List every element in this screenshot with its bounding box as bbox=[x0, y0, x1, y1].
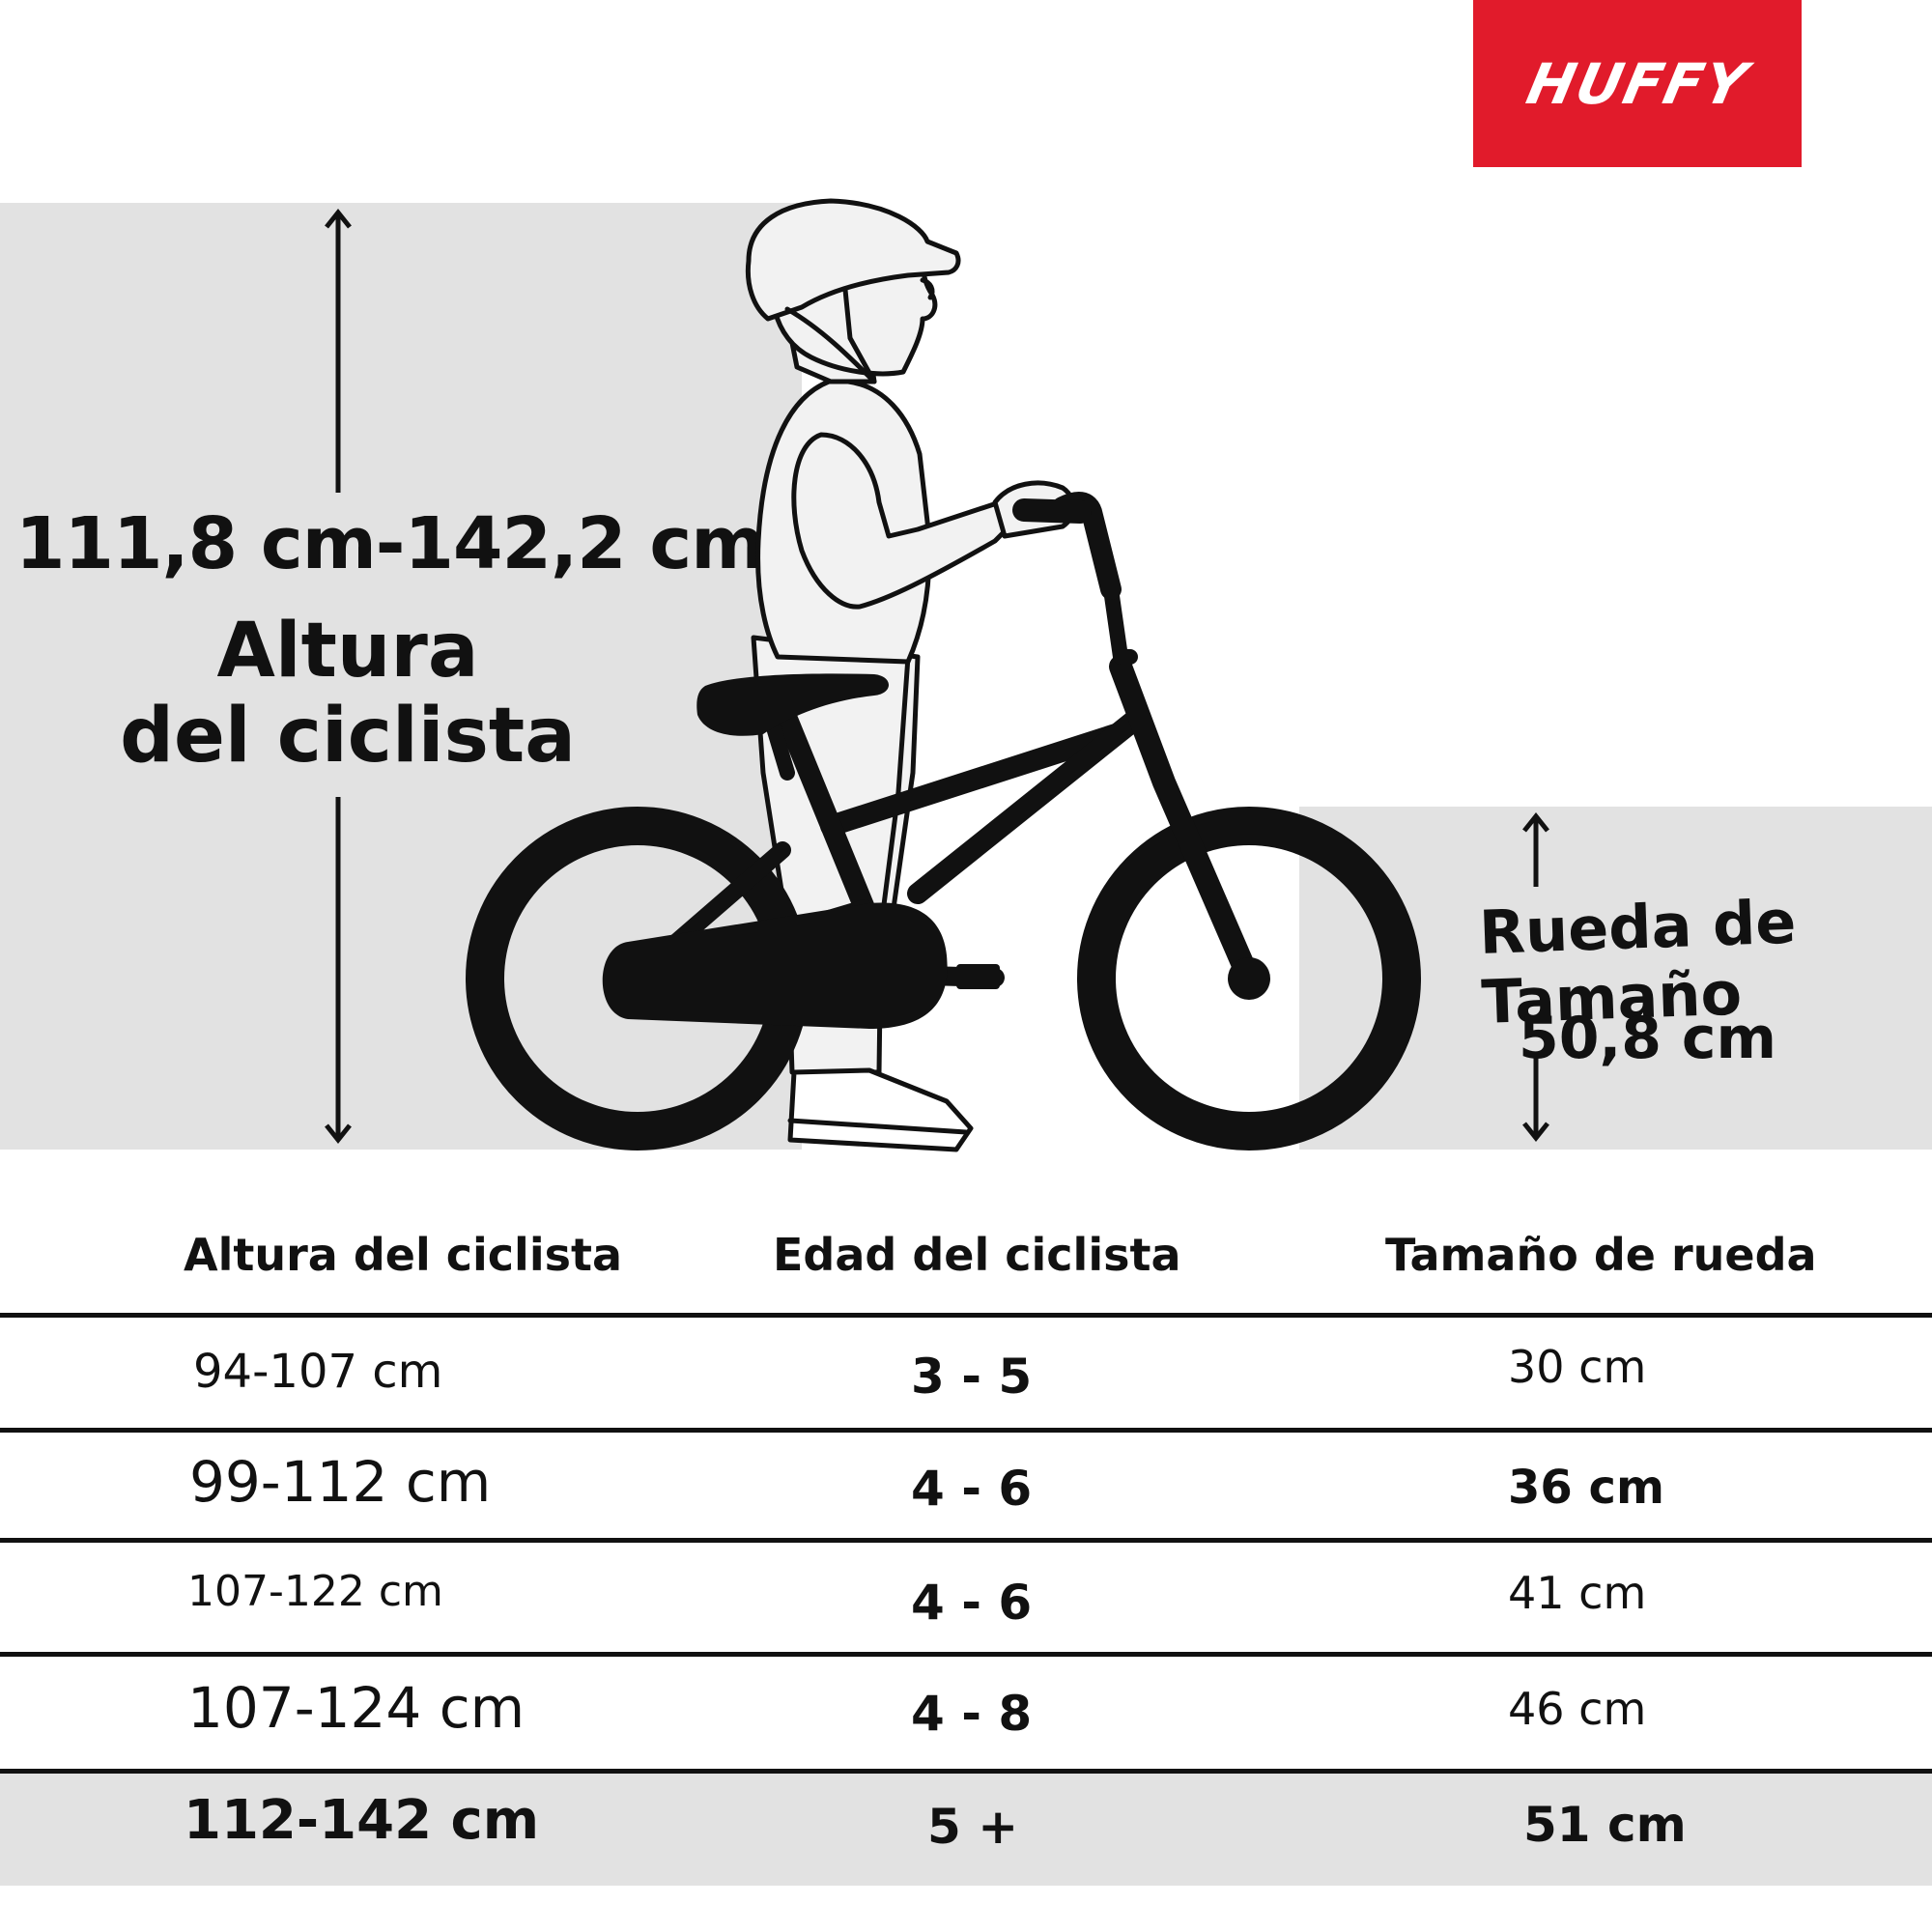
header-rider-height: Altura del ciclista bbox=[184, 1229, 623, 1281]
rider-height-label: Altura del ciclista bbox=[58, 609, 638, 779]
table-row-4-wheel: 46 cm bbox=[1508, 1683, 1647, 1735]
highlighted-row-background bbox=[0, 1774, 1932, 1886]
rider-height-range: 111,8 cm-142,2 cm bbox=[15, 502, 765, 585]
table-row-1-wheel: 30 cm bbox=[1508, 1341, 1647, 1393]
table-divider bbox=[0, 1652, 1932, 1657]
huffy-logo: HUFFY bbox=[1473, 0, 1802, 167]
table-row-4-height: 107-124 cm bbox=[187, 1675, 526, 1741]
rider-height-label-line1: Altura bbox=[216, 608, 479, 695]
table-row-3-height: 107-122 cm bbox=[187, 1567, 443, 1616]
table-row-1-height: 94-107 cm bbox=[193, 1345, 443, 1399]
table-row-2-height: 99-112 cm bbox=[189, 1449, 492, 1515]
rider-height-label-line2: del ciclista bbox=[120, 693, 576, 780]
table-row-2-wheel: 36 cm bbox=[1508, 1461, 1664, 1515]
logo-text: HUFFY bbox=[1520, 50, 1754, 117]
table-row-3-wheel: 41 cm bbox=[1508, 1567, 1647, 1619]
table-divider bbox=[0, 1428, 1932, 1433]
table-row-1-age: 3 - 5 bbox=[911, 1349, 1033, 1405]
table-row-5-wheel: 51 cm bbox=[1523, 1797, 1687, 1853]
header-rider-age: Edad del ciclista bbox=[773, 1229, 1181, 1281]
table-divider bbox=[0, 1313, 1932, 1318]
wheel-size-value: 50,8 cm bbox=[1519, 1005, 1777, 1072]
height-arrow-icon bbox=[325, 208, 352, 1145]
table-row-5-age: 5 + bbox=[927, 1799, 1019, 1855]
table-row-2-age: 4 - 6 bbox=[911, 1461, 1033, 1517]
table-row-4-age: 4 - 8 bbox=[911, 1686, 1033, 1742]
table-row-5-height: 112-142 cm bbox=[184, 1789, 540, 1852]
table-divider bbox=[0, 1538, 1932, 1543]
wheel-arrow-icon bbox=[1522, 811, 1549, 1143]
table-row-3-age: 4 - 6 bbox=[911, 1575, 1033, 1631]
header-wheel-size: Tamaño de rueda bbox=[1385, 1229, 1817, 1281]
table-divider bbox=[0, 1769, 1932, 1774]
